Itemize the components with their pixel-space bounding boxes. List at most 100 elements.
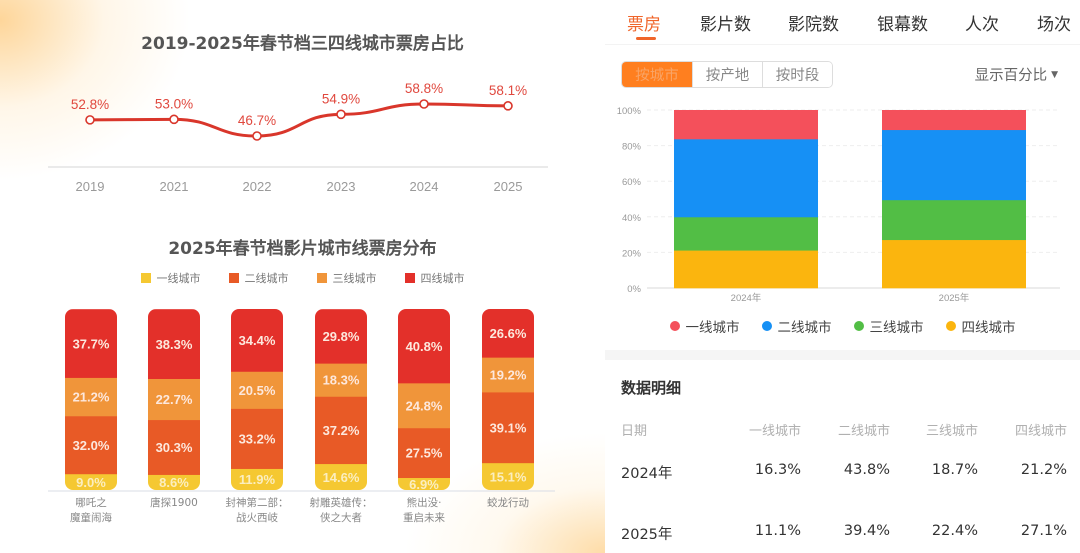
bar-segment[interactable]	[674, 216, 818, 251]
legend-label: 二线城市	[777, 320, 832, 336]
tab-4[interactable]: 人次	[965, 15, 999, 35]
section-divider	[605, 350, 1080, 360]
bar-segment[interactable]	[882, 239, 1026, 289]
metric-tabs: 票房 影片数 影院数 银幕数 人次 场次	[605, 0, 1080, 44]
line-chart: 52.8% 2019 53.0% 2021 46.7% 2022 54.9% 2023 58.8…	[48, 81, 548, 194]
value-cell: 43.8%	[843, 462, 890, 478]
table-row: 2024年 16.3% 43.8% 18.7% 21.2%	[621, 462, 1067, 482]
date-cell: 2025年	[621, 527, 673, 543]
bar-segment	[315, 309, 367, 364]
y-tick-label: 60%	[622, 177, 642, 188]
stacked-chart-legend: 一线城市 二线城市 三线城市 四线城市	[605, 316, 1080, 336]
legend-dot-icon	[853, 321, 864, 331]
bar-segment[interactable]	[674, 250, 818, 289]
legend-item[interactable]: 四线城市	[945, 316, 1016, 336]
segment-label: 33.2%	[239, 431, 276, 446]
value-cell: 39.4%	[843, 523, 890, 539]
year-bar	[674, 110, 818, 289]
bar-segment	[148, 474, 200, 490]
segment-label: 24.8%	[406, 398, 443, 413]
bar-segment	[148, 378, 200, 421]
bar-segment[interactable]	[882, 129, 1026, 201]
segment-0[interactable]: 按城市	[622, 62, 692, 87]
legend-dot-icon	[761, 321, 772, 331]
x-tick-label: 2023	[327, 179, 356, 194]
bar-segment[interactable]	[882, 110, 1026, 131]
bar-segment	[148, 419, 200, 475]
segment-label: 29.8%	[323, 329, 360, 344]
value-cell: 16.3%	[754, 462, 801, 478]
legend-item[interactable]: 三线城市	[853, 316, 924, 336]
bar-segment	[398, 309, 450, 384]
film-bar	[231, 309, 283, 490]
legend-item[interactable]: 一线城市	[669, 316, 740, 336]
legend-label: 二线城市	[244, 272, 289, 285]
data-point	[336, 109, 346, 120]
value-cell: 18.7%	[931, 462, 978, 478]
city-tier-stacked-chart: 0% 20% 40% 60% 80% 100% 2024年 2025年	[617, 106, 1060, 304]
bar-segment	[231, 371, 283, 409]
segment-label: 15.1%	[490, 469, 527, 484]
stacked-bar-chart: 9.0% 32.0% 21.2% 37.7% 8.6% 30.3% 22.7% 38.3% 11…	[48, 309, 555, 492]
x-tick-label: 2025	[494, 179, 523, 194]
segment-2[interactable]: 按时段	[762, 62, 832, 87]
bar-segment[interactable]	[674, 110, 818, 140]
table-row: 2025年 11.1% 39.4% 22.4% 27.1%	[621, 523, 1067, 543]
y-tick-label: 40%	[622, 213, 642, 224]
tab-2[interactable]: 影院数	[788, 15, 839, 35]
bar-segment[interactable]	[882, 199, 1026, 241]
segment-label: 34.4%	[239, 333, 276, 348]
film-name: 封神第二部： 战火西岐	[225, 497, 289, 524]
show-percent-label: 显示百分比	[974, 68, 1048, 84]
x-tick-label: 2022	[243, 179, 272, 194]
y-tick-label: 0%	[627, 284, 641, 295]
tab-0[interactable]: 票房	[627, 15, 661, 35]
bar-segment	[65, 377, 117, 417]
legend-label: 一线城市	[685, 320, 740, 336]
segment-label: 14.6%	[323, 470, 360, 485]
legend-item[interactable]: 二线城市	[761, 316, 832, 336]
value-cell: 三线城市	[925, 424, 978, 439]
stats-app-panel: 票房 影片数 影院数 银幕数 人次 场次 按城市 按产地 按时段 显示百分比 ▼ 0% 20% 4…	[605, 0, 1080, 553]
legend-swatch	[228, 273, 239, 283]
segment-label: 6.9%	[409, 477, 439, 492]
bar-segment	[65, 473, 117, 490]
bar-segment	[315, 463, 367, 490]
segment-label: 32.0%	[73, 438, 110, 453]
show-percent-dropdown[interactable]: 显示百分比 ▼	[975, 64, 1058, 85]
infographic-panel: 2019-2025年春节档三四线城市票房占比 52.8% 2019 53.0% 202…	[0, 0, 605, 553]
segment-label: 30.3%	[156, 440, 193, 455]
segment-label: 40.8%	[406, 339, 443, 354]
bar-segment[interactable]	[674, 139, 818, 218]
data-label: 52.8%	[71, 97, 109, 112]
legend-item: 四线城市	[404, 270, 465, 286]
data-point	[503, 101, 513, 111]
legend-item: 一线城市	[140, 270, 201, 286]
bar-chart-title: 2025年春节档影片城市线票房分布	[168, 239, 437, 259]
legend-label: 三线城市	[332, 272, 377, 285]
segment-label: 11.9%	[239, 472, 276, 487]
legend-dot-icon	[669, 321, 680, 331]
legend-dot-icon	[945, 321, 956, 331]
film-name: 熊出没· 重启未来	[403, 497, 445, 524]
segment-label: 20.5%	[239, 383, 276, 398]
bar-segment	[65, 309, 117, 378]
tab-1[interactable]: 影片数	[700, 15, 751, 35]
tab-5[interactable]: 场次	[1037, 15, 1071, 35]
segment-label: 38.3%	[156, 337, 193, 352]
detail-title: 数据明细	[621, 379, 682, 397]
y-tick-label: 80%	[622, 142, 642, 153]
bar-segment	[315, 363, 367, 397]
segment-label: 27.5%	[406, 446, 443, 461]
bar-segment	[398, 382, 450, 429]
tab-3[interactable]: 银幕数	[877, 15, 928, 35]
data-label: 58.1%	[489, 83, 527, 98]
bar-segment	[398, 427, 450, 479]
legend-label: 四线城市	[961, 320, 1016, 336]
segment-1[interactable]: 按产地	[692, 62, 762, 87]
legend-item: 二线城市	[228, 270, 289, 286]
x-tick-label: 2024年	[731, 292, 762, 304]
film-bar	[315, 309, 367, 490]
active-tab-indicator	[636, 37, 656, 40]
data-point	[85, 115, 95, 125]
